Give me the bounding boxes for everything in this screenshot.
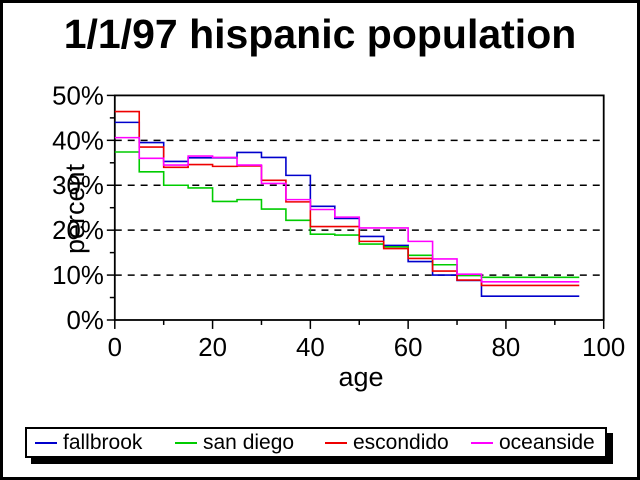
y-tick-label-20: 20% bbox=[52, 217, 104, 245]
legend-item-fallbrook: fallbrook bbox=[35, 429, 142, 456]
san-diego-line-swatch bbox=[175, 441, 197, 444]
oceanside-line-swatch bbox=[471, 441, 493, 444]
legend-box: fallbrook san diego escondido oceanside bbox=[25, 427, 607, 458]
y-tick-label-40: 40% bbox=[52, 127, 104, 155]
series-line-oceanside bbox=[114, 136, 580, 283]
series-line-escondido bbox=[114, 110, 580, 287]
legend-item-san-diego: san diego bbox=[175, 429, 294, 456]
legend-item-oceanside: oceanside bbox=[471, 429, 595, 456]
legend-label-fallbrook: fallbrook bbox=[63, 431, 143, 454]
legend-item-escondido: escondido bbox=[325, 429, 449, 456]
chart-title: 1/1/97 hispanic population bbox=[63, 11, 577, 57]
y-tick-label-50: 50% bbox=[52, 82, 104, 110]
y-tick-label-0: 0% bbox=[67, 307, 104, 335]
legend-label-escondido: escondido bbox=[353, 431, 449, 454]
plot-area: 0% 10% 20% 30% 40% 50% 0 20 40 60 80 100 bbox=[52, 82, 625, 362]
legend-label-oceanside: oceanside bbox=[499, 431, 595, 454]
x-axis-title: age bbox=[338, 362, 384, 392]
series-line-fallbrook bbox=[114, 121, 580, 297]
series-line-san-diego bbox=[114, 151, 580, 279]
fallbrook-line-swatch bbox=[35, 441, 57, 444]
y-tick-label-30: 30% bbox=[52, 172, 104, 200]
x-tick-label-80: 80 bbox=[492, 334, 521, 362]
x-tick-label-60: 60 bbox=[394, 334, 423, 362]
x-tick-label-20: 20 bbox=[198, 334, 227, 362]
legend-label-san-diego: san diego bbox=[203, 431, 295, 454]
y-tick-label-10: 10% bbox=[52, 262, 104, 290]
x-tick-label-40: 40 bbox=[296, 334, 325, 362]
escondido-line-swatch bbox=[325, 441, 347, 444]
x-tick-label-100: 100 bbox=[582, 334, 625, 362]
plot-frame bbox=[113, 94, 605, 321]
x-tick-label-0: 0 bbox=[108, 334, 122, 362]
